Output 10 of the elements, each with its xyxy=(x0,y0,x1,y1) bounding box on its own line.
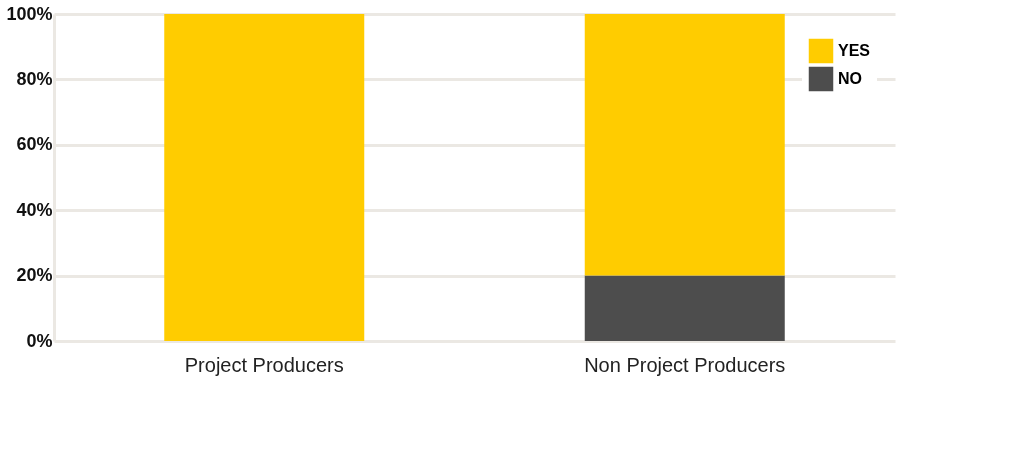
y-tick-label: 100% xyxy=(6,3,53,24)
y-tick-label: 80% xyxy=(16,68,53,89)
x-tick-label: Project Producers xyxy=(184,353,344,376)
x-tick-label: Non Project Producers xyxy=(584,353,786,376)
legend-label: YES xyxy=(838,42,871,59)
legend-label: NO xyxy=(838,70,862,87)
y-tick-label: 40% xyxy=(16,199,53,220)
y-tick-label: 0% xyxy=(26,330,53,351)
y-tick-label: 60% xyxy=(16,134,53,155)
y-tick-label: 20% xyxy=(16,265,53,286)
